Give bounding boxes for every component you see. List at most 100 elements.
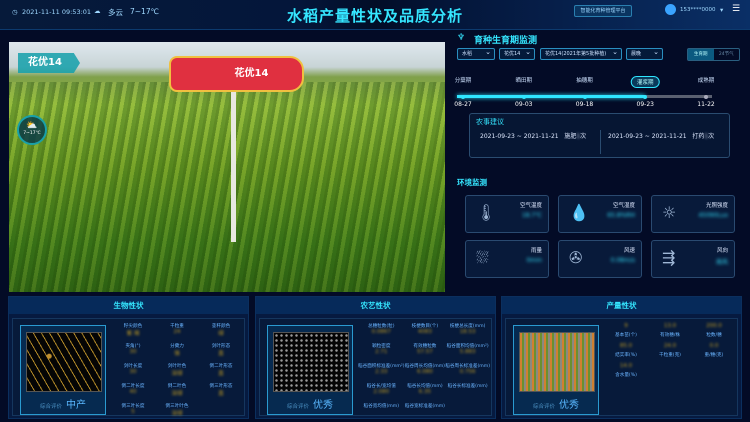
thermometer-icon: 🌡 — [476, 203, 497, 222]
env-card: 🌡 空气温度 18.7℃ — [465, 195, 549, 233]
weather-text: 多云 — [108, 8, 123, 17]
caret-down-icon[interactable]: ▾ — [720, 6, 724, 14]
env-label: 雨量 — [530, 248, 542, 254]
advice-item: 2021-09-23 ~ 2021-11-21 打药1次 — [608, 133, 715, 140]
variety-select[interactable]: 花优14 — [499, 47, 535, 60]
trait-cell: 稻谷宽均值(mm) — [363, 404, 400, 409]
period-toggle: 生育期 24节气 — [687, 48, 740, 61]
bio-panel: 生物性状 综合评价 中产 籽尖颜色紫 褐 千粒重 24 茎秆颜色绿夹角(°) 30 分蘖力强… — [8, 296, 249, 419]
stage-label: 成熟期 — [697, 78, 715, 84]
tab-growth-period[interactable]: 生育期 — [688, 49, 714, 60]
growth-title: 育种生育期监测 — [474, 36, 538, 46]
env-card: ✇ 风速 0.08m/s — [558, 240, 642, 278]
variety-tag: 花优14 — [18, 53, 80, 73]
env-value: 南风 — [715, 259, 728, 266]
panel-body: 综合评价 优秀 9 基本苗(个) 13.0 有效穗/株 200.0 粒数/穗 85.0 结实率(… — [505, 318, 738, 416]
stage-dot — [521, 94, 526, 99]
env-value: 0.08m/s — [610, 257, 635, 264]
trait-cell: 稻谷面积均值(mm²) 5.883 — [446, 344, 489, 355]
humidity-icon: 💧 — [569, 203, 589, 222]
user-name: 153****0000 — [680, 7, 716, 13]
seedling-icon: ♆ — [457, 33, 466, 43]
panel-title: 农艺性状 — [256, 297, 495, 314]
agro-panel: 农艺性状 综合评价 优秀 总穗粒数(粒) 0.0867 枝梗数目(个) 4083 枝梗总长… — [255, 296, 496, 419]
trait-cell: 有效穗粒数 57.57 — [413, 344, 437, 355]
trait-cell: 颖粒密度 2.71 — [372, 344, 391, 355]
env-value: 45090Lux — [698, 212, 728, 219]
trait-cell: 稻谷周长均值(mm) 6.080 — [404, 364, 445, 375]
advice-box: 农事建议 2021-09-23 ~ 2021-11-21 施肥1次 2021-0… — [469, 113, 730, 158]
trait-cell: 稻谷长均值(mm) 6.35 — [407, 384, 443, 395]
variety-sign: 花优14 — [169, 56, 304, 92]
trait-cell: 0.0 重/穗(克) — [704, 343, 724, 358]
avatar[interactable] — [665, 4, 676, 15]
datetime: 2021-11-11 09:53:01 — [22, 8, 92, 16]
trait-cell: 千粒重 24 — [170, 324, 184, 335]
advice-title: 农事建议 — [476, 118, 504, 126]
partly-cloudy-icon: ⛅ — [26, 121, 38, 131]
trait-grid: 9 基本苗(个) 13.0 有效穗/株 200.0 粒数/穗 85.0 结实率(%) 24.0 千… — [604, 323, 736, 382]
fan-icon: ✇ — [569, 248, 583, 267]
trait-cell: 稻谷长标准差(mm) — [447, 384, 488, 389]
env-value: 0mm — [526, 257, 542, 264]
weather-badge-temp: 7~17℃ — [23, 131, 41, 136]
trait-grid: 籽尖颜色紫 褐 千粒重 24 茎秆颜色绿夹角(°) 30 分蘖力强 剑叶形态直剑叶长度 30 剑… — [111, 323, 243, 422]
weather-badge: ⛅ 7~17℃ — [17, 115, 47, 145]
trait-cell: 倒三叶叶色 深绿 — [165, 404, 189, 417]
platform-button[interactable]: 智能化育种管理平台 — [574, 5, 632, 17]
env-value: 18.7℃ — [521, 212, 542, 219]
panel-title: 产量性状 — [502, 297, 741, 314]
env-label: 风向 — [716, 248, 728, 254]
batch-select[interactable]: 花优14(2021年第5批种植) — [540, 47, 622, 60]
trait-cell: 倒二叶形态直 — [209, 364, 233, 377]
sample-image-card: 综合评价 优秀 — [267, 325, 353, 415]
trait-cell: 总穗粒数(粒) 0.0867 — [367, 324, 395, 335]
stage-label: 灌浆期 — [630, 76, 660, 88]
env-value: 65.8%RH — [607, 212, 635, 219]
cloud-icon: ☁ — [94, 7, 101, 15]
trait-cell: 枝梗数目(个) 4083 — [411, 324, 439, 335]
stage-date: 09-18 — [575, 101, 594, 108]
trait-cell: 稻谷面积标准差(mm²) 2.33 — [358, 364, 405, 375]
env-card: ☼ 光照强度 45090Lux — [651, 195, 735, 233]
env-label: 空气湿度 — [612, 203, 635, 209]
sample-image-card: 综合评价 优秀 — [513, 325, 599, 415]
trait-cell: 13.0 有效穗/株 — [660, 323, 680, 338]
stage-date: 09-03 — [515, 101, 533, 108]
overall-evaluation: 综合评价 优秀 — [286, 400, 333, 411]
stage-label: 晒田期 — [515, 78, 533, 84]
trait-cell: 14.0 含水量(%) — [615, 363, 637, 378]
env-card: 💧 空气湿度 65.8%RH — [558, 195, 642, 233]
field-photo: 花优14 花优14 ⛅ 7~17℃ — [9, 42, 445, 292]
env-card: ⇶ 风向 南风 — [651, 240, 735, 278]
trait-cell: 茎秆颜色绿 — [211, 324, 231, 337]
crop-select[interactable]: 水稻 — [457, 47, 495, 60]
trait-cell: 24.0 千粒重(克) — [659, 343, 681, 358]
stage-date: 08-27 — [454, 101, 472, 108]
trait-cell: 夹角(°) 30 — [125, 344, 141, 355]
clock-icon: ◷ — [12, 8, 18, 16]
trait-cell: 倒三叶长度 5 — [121, 404, 145, 415]
sample-image — [26, 332, 102, 392]
overall-evaluation: 综合评价 优秀 — [532, 400, 579, 411]
trait-cell: 剑叶形态直 — [211, 344, 231, 357]
stage-label: 分蘖期 — [454, 78, 472, 84]
env-label: 风速 — [623, 248, 635, 254]
sun-icon: ☼ — [662, 203, 677, 222]
trait-cell: 倒二叶色 深绿 — [167, 384, 187, 397]
trait-cell: 分蘖力强 — [170, 344, 184, 357]
stage-dot — [582, 94, 587, 99]
trait-cell: 9 基本苗(个) — [615, 323, 637, 338]
menu-icon[interactable]: ☰ — [732, 4, 741, 14]
env-card: ⛆ 雨量 0mm — [465, 240, 549, 278]
trait-cell: 200.0 粒数/穗 — [706, 323, 722, 338]
env-label: 光照强度 — [705, 203, 728, 209]
tab-solar-terms[interactable]: 24节气 — [718, 52, 734, 57]
trait-cell: 籽尖颜色紫 褐 — [123, 324, 143, 337]
trait-cell: 85.0 结实率(%) — [615, 343, 637, 358]
trait-cell: 剑叶长度 30 — [123, 364, 143, 375]
stage-label: 抽穗期 — [576, 78, 593, 84]
season-select[interactable]: 晨晚 — [626, 47, 663, 60]
panel-body: 综合评价 中产 籽尖颜色紫 褐 千粒重 24 茎秆颜色绿夹角(°) 30 分蘖力强 剑叶形态直… — [12, 318, 245, 417]
temperature: 7~17℃ — [130, 7, 160, 16]
